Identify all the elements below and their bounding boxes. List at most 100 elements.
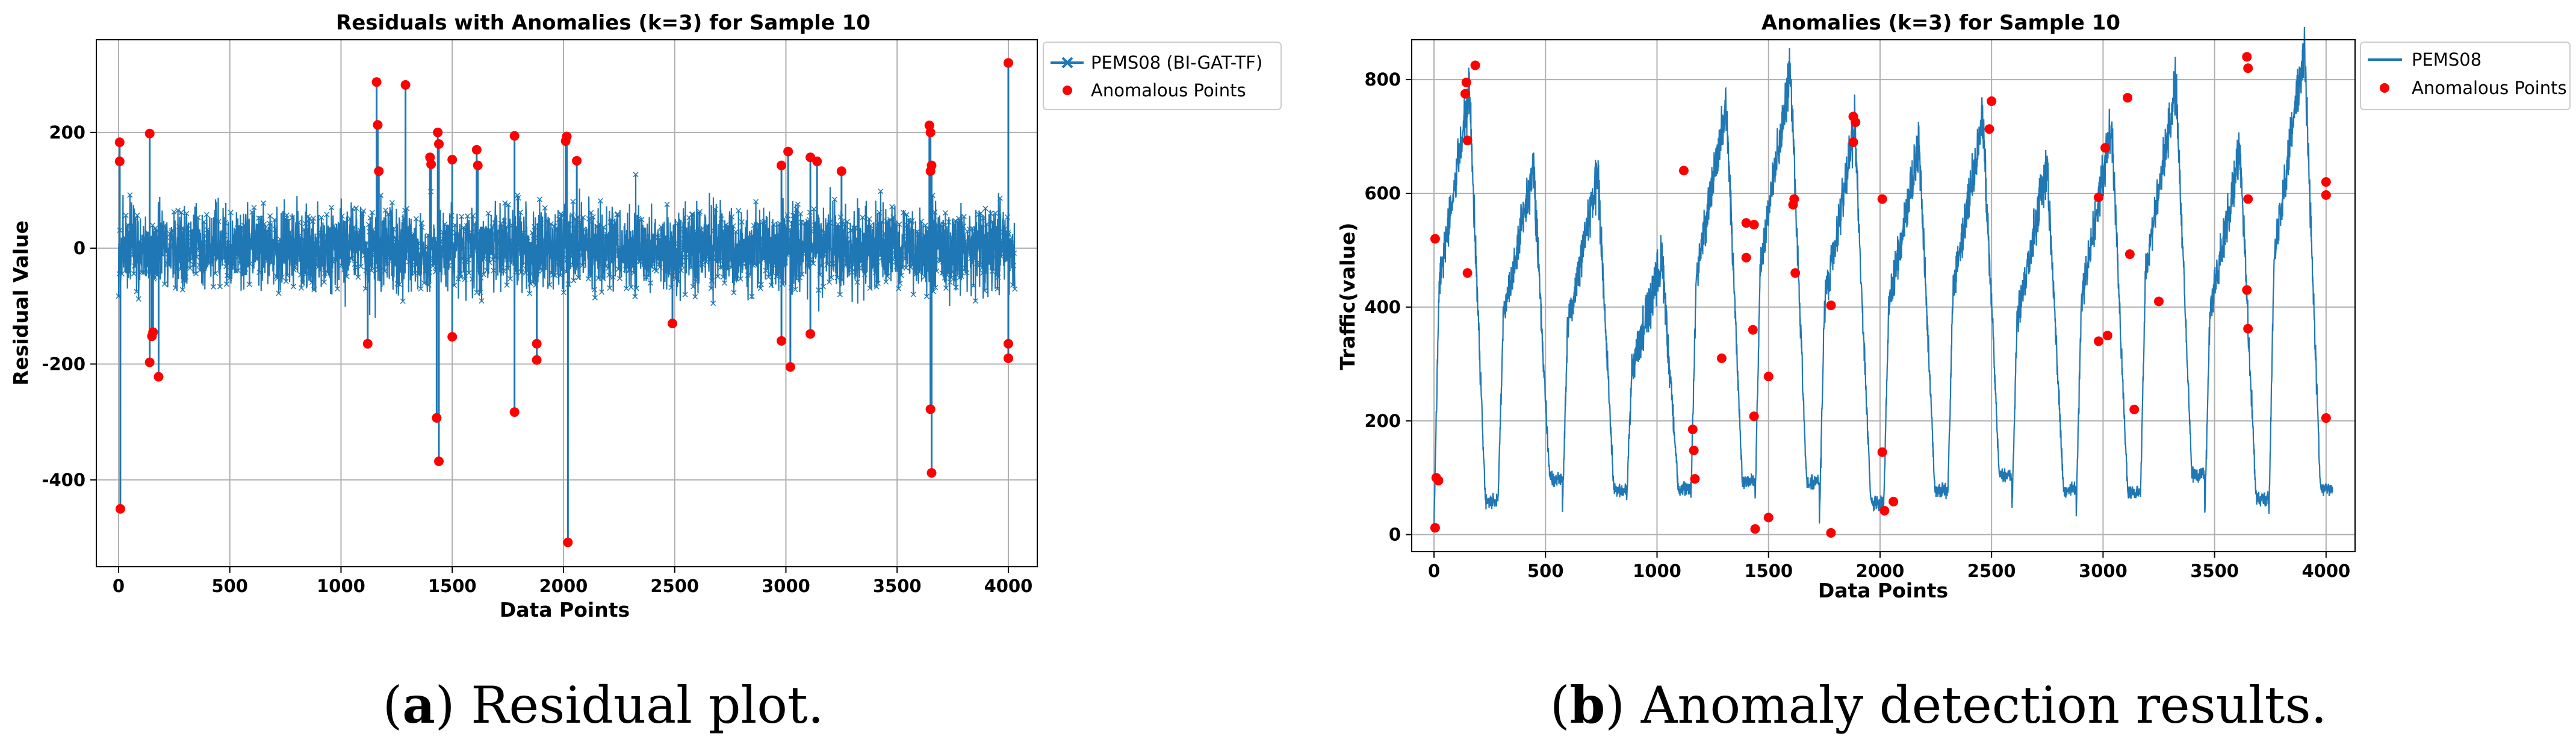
y-tick-label: 400: [1364, 297, 1401, 317]
anomaly-point: [783, 146, 793, 157]
anomaly-point: [1889, 496, 1899, 506]
x-tick-label: 1500: [1744, 561, 1793, 581]
anomaly-point: [1790, 268, 1801, 278]
residual-x-ticks: 0 500 1000 1500 2000 2500 3000 3500 4000: [113, 567, 1032, 596]
y-tick-label: 0: [73, 238, 85, 258]
x-tick-label: 0: [113, 576, 125, 596]
anomaly-point: [1003, 58, 1013, 68]
anomaly-point: [1826, 528, 1836, 538]
anomaly-point: [434, 139, 444, 149]
anomaly-point: [1462, 268, 1473, 278]
x-tick-label: 3500: [2190, 561, 2239, 581]
anomaly-point: [812, 156, 822, 166]
anomaly-point: [1689, 445, 1699, 455]
anomaly-point: [1749, 411, 1759, 422]
anomaly-points: [1430, 52, 2331, 538]
anomaly-series: [1433, 26, 2333, 527]
anomaly-point: [1763, 372, 1774, 382]
anomaly-point: [2242, 285, 2252, 295]
anomaly-point: [426, 159, 436, 169]
anomaly-point: [1984, 124, 1994, 134]
anomaly-point: [1848, 137, 1858, 147]
anomaly-point: [785, 362, 795, 372]
anomaly-point: [572, 155, 582, 166]
anomaly-point: [2243, 194, 2253, 204]
anomaly-point: [1789, 194, 1799, 204]
anomaly-y-label: Traffic(value): [1336, 223, 1359, 370]
x-tick-label: 3500: [873, 576, 922, 596]
anomaly-point: [926, 468, 937, 478]
anomaly-point: [144, 128, 155, 139]
anomaly-point: [362, 338, 373, 349]
x-tick-label: 2000: [1856, 561, 1905, 581]
x-tick-label: 3000: [762, 576, 810, 596]
anomaly-point: [1741, 218, 1751, 228]
residual-grid: [96, 40, 1037, 567]
anomaly-point: [2123, 93, 2133, 103]
anomaly-point: [2243, 323, 2253, 334]
anomaly-point: [432, 413, 442, 423]
y-tick-label: 600: [1364, 183, 1401, 204]
anomaly-point: [447, 332, 458, 342]
x-tick-label: 3000: [2079, 561, 2128, 581]
caption-b-letter: b: [1569, 675, 1605, 735]
anomaly-point: [2321, 177, 2331, 187]
anomaly-point: [473, 160, 483, 170]
x-tick-label: 2500: [650, 576, 699, 596]
y-tick-label: 0: [1389, 525, 1401, 545]
residual-chart-title: Residuals with Anomalies (k=3) for Sampl…: [336, 11, 871, 35]
y-tick-label: 200: [49, 122, 85, 143]
anomaly-point: [1749, 219, 1759, 229]
anomaly-legend-box: [2360, 42, 2571, 110]
anomaly-point: [1741, 252, 1751, 263]
caption-a-text: Residual plot.: [471, 676, 824, 735]
anomaly-point: [1470, 60, 1480, 70]
anomaly-point: [2321, 190, 2331, 200]
anomaly-chart: Anomalies (k=3) for Sample 10 0 500 1000 15…: [1336, 11, 2571, 602]
anomaly-point: [563, 537, 573, 547]
x-tick-label: 2500: [1967, 561, 2016, 581]
anomaly-point: [925, 166, 936, 176]
anomaly-point: [371, 77, 382, 87]
residual-anomalies: [114, 58, 1013, 547]
x-tick-label: 1000: [1633, 561, 1681, 581]
anomaly-legend: PEMS08 Anomalous Points: [2360, 42, 2571, 110]
anomaly-legend-anomaly-dot: [2380, 83, 2389, 93]
anomaly-point: [447, 155, 458, 165]
x-tick-label: 4000: [984, 576, 1033, 596]
anomaly-legend-series: PEMS08: [2412, 49, 2481, 70]
residual-legend-anomalies: Anomalous Points: [1091, 80, 1246, 101]
residual-legend-box: [1043, 42, 1282, 110]
anomaly-point: [2242, 52, 2252, 62]
anomaly-point: [668, 319, 678, 329]
anomaly-point: [374, 166, 384, 176]
anomaly-point: [114, 137, 125, 148]
anomaly-point: [2102, 331, 2112, 341]
anomaly-point: [434, 457, 444, 466]
anomaly-point: [562, 131, 572, 142]
anomaly-point: [2129, 404, 2140, 414]
anomaly-point: [1678, 166, 1689, 176]
anomaly-point: [1851, 117, 1861, 127]
anomaly-point: [1879, 506, 1890, 516]
anomaly-point: [471, 145, 482, 155]
anomaly-point: [509, 407, 520, 417]
x-tick-label: 4000: [2301, 561, 2350, 581]
caption-a: (a) Residual plot.: [383, 675, 824, 735]
anomaly-point: [2154, 296, 2164, 307]
y-tick-label: -400: [42, 470, 85, 490]
residual-legend-marker: [1061, 57, 1073, 69]
anomaly-x-ticks: 0 500 1000 1500 2000 2500 3000 3500 4000: [1428, 552, 2350, 581]
residual-y-label: Residual Value: [9, 220, 33, 385]
residual-plot-frame: [96, 39, 1038, 567]
traffic-line: [1433, 26, 2333, 527]
residual-legend-anomaly-dot: [1063, 86, 1072, 95]
anomaly-point: [509, 131, 520, 141]
anomaly-point: [1461, 77, 1471, 87]
residual-x-label: Data Points: [500, 598, 630, 622]
anomaly-point: [114, 156, 125, 166]
anomaly-point: [1430, 234, 1440, 244]
anomaly-point: [1763, 513, 1774, 523]
anomaly-y-ticks: 0 200 400 600 800: [1364, 69, 1412, 545]
anomaly-plot-frame: [1411, 39, 2356, 552]
